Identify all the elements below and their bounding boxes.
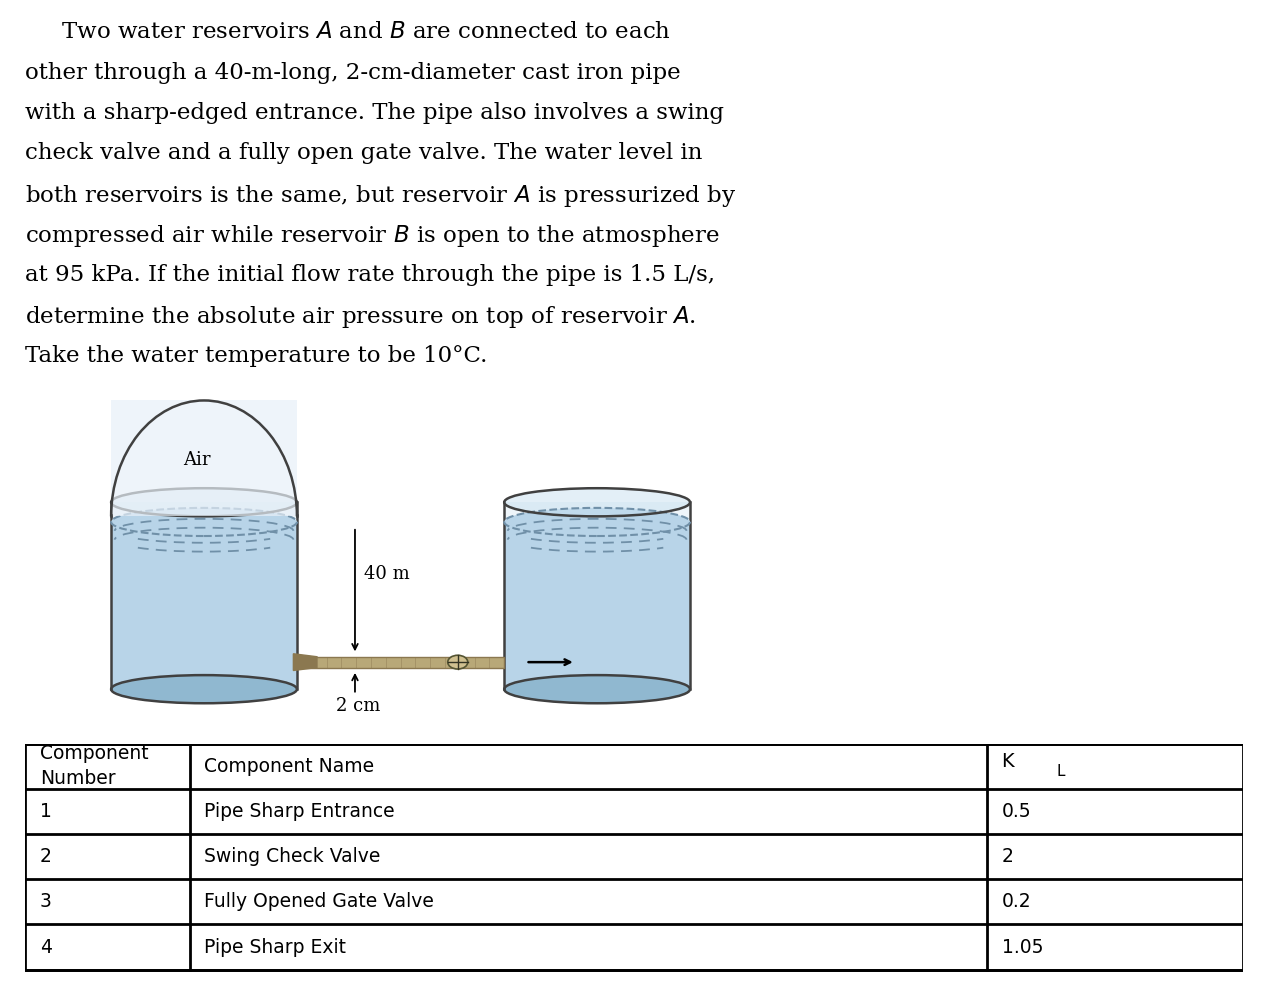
Bar bbox=[112, 522, 297, 690]
Bar bbox=[505, 522, 690, 690]
Text: 0.2: 0.2 bbox=[1002, 892, 1031, 911]
Text: Pipe Sharp Entrance: Pipe Sharp Entrance bbox=[204, 801, 394, 821]
Text: other through a 40-m-long, 2-cm-diameter cast iron pipe: other through a 40-m-long, 2-cm-diameter… bbox=[25, 62, 681, 84]
Bar bbox=[297, 657, 505, 668]
Text: L: L bbox=[1056, 763, 1065, 778]
Text: Fully Opened Gate Valve: Fully Opened Gate Valve bbox=[204, 892, 434, 911]
Text: Air: Air bbox=[183, 451, 210, 469]
Text: check valve and a fully open gate valve. The water level in: check valve and a fully open gate valve.… bbox=[25, 143, 702, 165]
Text: Two water reservoirs $A$ and $B$ are connected to each: Two water reservoirs $A$ and $B$ are con… bbox=[25, 21, 671, 43]
Text: 3: 3 bbox=[41, 892, 52, 911]
Ellipse shape bbox=[112, 488, 297, 516]
Text: Take the water temperature to be 10°C.: Take the water temperature to be 10°C. bbox=[25, 344, 488, 366]
Text: 1.05: 1.05 bbox=[1002, 937, 1044, 956]
Text: Component
Number: Component Number bbox=[41, 745, 148, 788]
Text: K: K bbox=[1002, 751, 1014, 770]
Text: with a sharp-edged entrance. The pipe also involves a swing: with a sharp-edged entrance. The pipe al… bbox=[25, 102, 724, 124]
Text: both reservoirs is the same, but reservoir $A$ is pressurized by: both reservoirs is the same, but reservo… bbox=[25, 183, 737, 209]
Text: 0.5: 0.5 bbox=[1002, 801, 1031, 821]
Text: compressed air while reservoir $B$ is open to the atmosphere: compressed air while reservoir $B$ is op… bbox=[25, 224, 720, 250]
Circle shape bbox=[448, 656, 468, 669]
Polygon shape bbox=[293, 654, 317, 671]
Text: at 95 kPa. If the initial flow rate through the pipe is 1.5 L/s,: at 95 kPa. If the initial flow rate thro… bbox=[25, 263, 715, 285]
Text: 2 cm: 2 cm bbox=[336, 697, 380, 715]
Text: Pipe Sharp Exit: Pipe Sharp Exit bbox=[204, 937, 346, 956]
Bar bbox=[112, 400, 297, 516]
Ellipse shape bbox=[505, 508, 690, 536]
Text: Component Name: Component Name bbox=[204, 756, 374, 775]
Ellipse shape bbox=[505, 675, 690, 704]
Text: 4: 4 bbox=[41, 937, 52, 956]
Bar bbox=[112, 502, 297, 522]
Ellipse shape bbox=[112, 675, 297, 704]
Text: 2: 2 bbox=[41, 847, 52, 866]
Text: determine the absolute air pressure on top of reservoir $A$.: determine the absolute air pressure on t… bbox=[25, 304, 696, 330]
Ellipse shape bbox=[112, 508, 297, 536]
Text: 40 m: 40 m bbox=[364, 565, 410, 583]
Text: 1: 1 bbox=[41, 801, 52, 821]
Text: 2: 2 bbox=[1002, 847, 1013, 866]
Bar bbox=[505, 502, 690, 522]
Text: Swing Check Valve: Swing Check Valve bbox=[204, 847, 380, 866]
Ellipse shape bbox=[505, 488, 690, 516]
